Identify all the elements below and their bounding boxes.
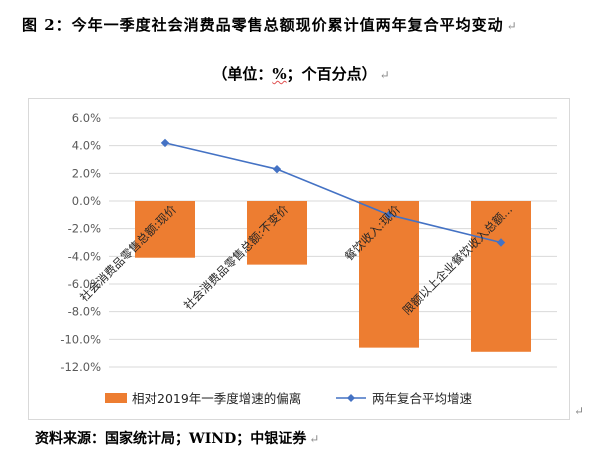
bar — [471, 201, 531, 352]
legend-bar-label: 相对2019年一季度增速的偏离 — [132, 391, 301, 406]
chart-svg: 6.0% 4.0% 2.0% 0.0% -2.0% -4.0% -6.0% -8.0% -10.… — [60, 111, 557, 406]
bar — [359, 201, 419, 348]
legend-bar-swatch — [105, 393, 127, 403]
bar-series — [135, 201, 531, 352]
y-tick-label: 0.0% — [72, 194, 101, 208]
subtitle-unit: % — [272, 65, 287, 83]
figure-title-text: 图 2：今年一季度社会消费品零售总额现价累计值两年复合平均变动 — [22, 16, 504, 34]
bar — [247, 201, 307, 265]
figure-subtitle: （单位：%；个百分点） ↵ — [0, 63, 602, 84]
bar — [135, 201, 195, 258]
paragraph-mark-icon: ↵ — [309, 432, 320, 446]
source-note: 资料来源：国家统计局；WIND；中银证券 ↵ — [35, 428, 319, 448]
chart-area: 6.0% 4.0% 2.0% 0.0% -2.0% -4.0% -6.0% -8.0% -10.… — [28, 98, 570, 420]
line-path — [164, 142, 502, 244]
legend: 相对2019年一季度增速的偏离 两年复合平均增速 — [105, 391, 473, 406]
y-axis-ticks: 6.0% 4.0% 2.0% 0.0% -2.0% -4.0% -6.0% -8.0% -10.… — [60, 111, 101, 374]
line-point — [496, 238, 506, 247]
line-point — [384, 210, 394, 220]
y-tick-label: -6.0% — [68, 277, 101, 291]
legend-line-marker — [347, 394, 355, 402]
paragraph-mark-icon: ↵ — [574, 404, 585, 418]
subtitle-suffix: ；个百分点） — [286, 65, 377, 83]
line-series — [160, 138, 506, 247]
y-tick-label: 6.0% — [72, 111, 101, 125]
line-point — [272, 164, 282, 174]
paragraph-mark-icon: ↵ — [379, 68, 390, 82]
y-tick-label: -12.0% — [60, 360, 101, 374]
source-text: 资料来源：国家统计局；WIND；中银证券 — [35, 431, 307, 447]
y-tick-label: -2.0% — [68, 222, 101, 236]
y-tick-label: 4.0% — [72, 139, 101, 153]
y-tick-label: -10.0% — [60, 332, 101, 346]
y-tick-label: -4.0% — [68, 249, 101, 263]
figure-title: 图 2：今年一季度社会消费品零售总额现价累计值两年复合平均变动 ↵ — [22, 14, 597, 35]
y-tick-label: -8.0% — [68, 305, 101, 319]
line-point — [160, 138, 170, 148]
paragraph-mark-icon: ↵ — [506, 19, 518, 33]
legend-line-label: 两年复合平均增速 — [372, 391, 473, 406]
y-tick-label: 2.0% — [72, 166, 101, 180]
subtitle-prefix: （单位： — [212, 65, 273, 83]
